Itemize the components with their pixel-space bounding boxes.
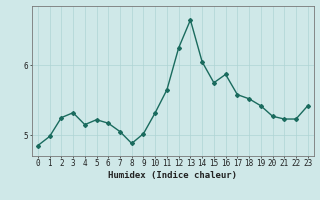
X-axis label: Humidex (Indice chaleur): Humidex (Indice chaleur) — [108, 171, 237, 180]
